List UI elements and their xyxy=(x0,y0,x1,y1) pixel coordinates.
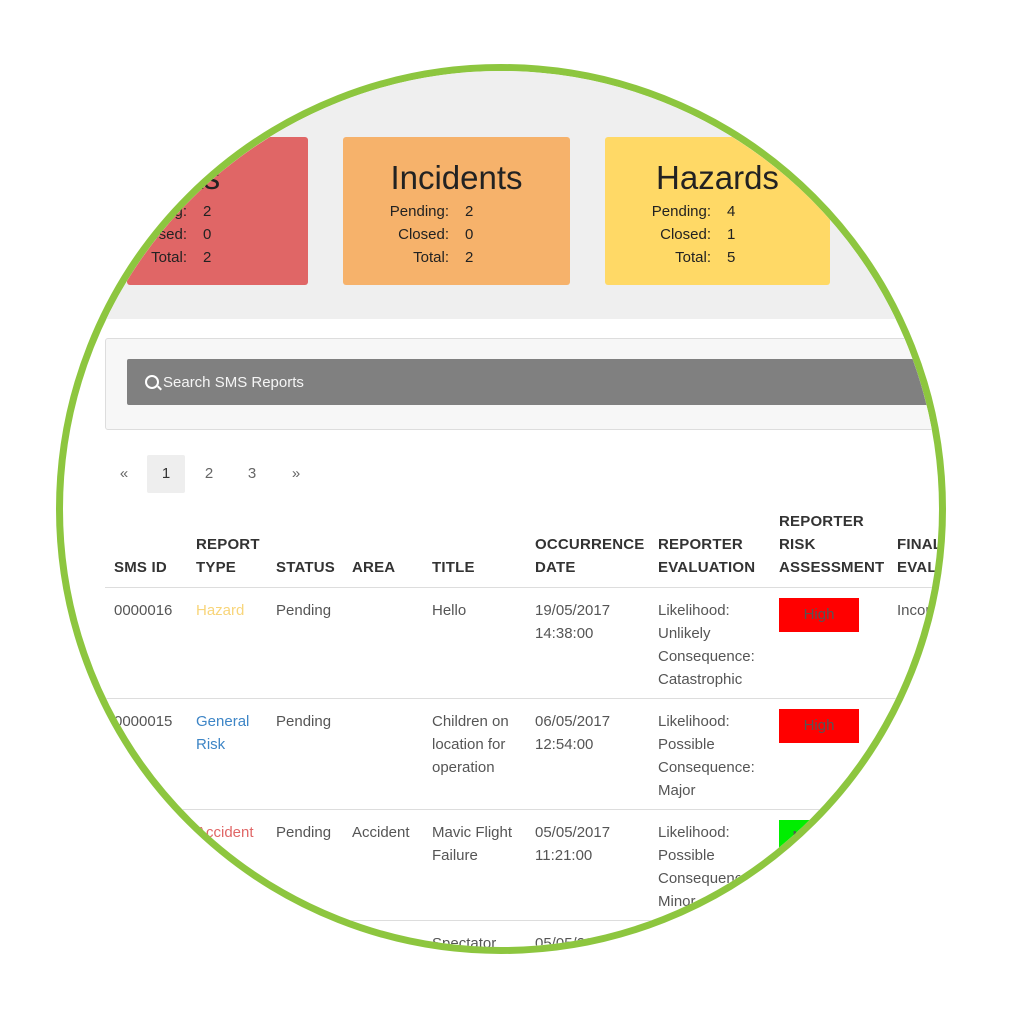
pending-row: Pending: 2 xyxy=(359,203,495,220)
circular-frame: Accidents Pending: 2 Closed: 0 Total: 2 Inc… xyxy=(56,64,946,954)
header-final-evaluation[interactable]: FINALEVALUATION xyxy=(897,536,946,576)
cell-report-type[interactable]: Hazard xyxy=(196,602,245,619)
cell-area: Security xyxy=(337,935,392,952)
card-title: Hazards xyxy=(656,159,779,196)
total-value: 5 xyxy=(727,249,736,266)
closed-row: Closed: 0 xyxy=(97,226,233,243)
header-reporter-evaluation[interactable]: REPORTER EVALUATION xyxy=(658,536,756,576)
closed-label: Closed: xyxy=(398,226,449,243)
incidents-card[interactable]: Incidents Pending: 2 Closed: 0 Total: 2 xyxy=(343,137,570,285)
cell-status: Pending xyxy=(276,824,332,841)
header-status[interactable]: STATUS xyxy=(276,559,335,576)
pagination-page-1[interactable]: 1 xyxy=(147,455,185,493)
cell-evaluation: Likelihood: Possible Consequence: Major xyxy=(658,713,755,799)
risk-badge: Medium xyxy=(779,820,859,854)
header-divider xyxy=(105,587,939,588)
pending-label: Pending: xyxy=(651,203,711,220)
total-label: Total: xyxy=(151,249,187,266)
row-divider xyxy=(105,809,939,810)
accidents-card[interactable]: Accidents Pending: 2 Closed: 0 Total: 2 xyxy=(77,137,308,285)
pending-value: 2 xyxy=(465,203,474,220)
closed-row: Closed: 0 xyxy=(359,226,495,243)
total-label: Total: xyxy=(675,249,711,266)
pending-value: 2 xyxy=(203,203,212,220)
cell-title[interactable]: Mavic Flight Failure xyxy=(432,824,513,864)
cell-title[interactable]: Children on location for operation xyxy=(432,713,509,776)
total-label: Total: xyxy=(413,249,449,266)
cell-date: 05/05/2017 xyxy=(535,935,611,952)
pagination-next[interactable]: » xyxy=(291,465,301,482)
hazards-card[interactable]: Hazards Pending: 4 Closed: 1 Total: 5 xyxy=(605,137,830,285)
pending-label: Pending: xyxy=(389,203,449,220)
closed-label: Closed: xyxy=(136,226,187,243)
cell-evaluation: Likelihood: Possible Consequence: Minor xyxy=(658,824,755,910)
total-value: 2 xyxy=(203,249,212,266)
search-input[interactable] xyxy=(127,359,939,405)
cell-report-type[interactable]: Accident xyxy=(196,824,254,841)
header-area[interactable]: AREA xyxy=(352,559,396,576)
header-sms-id[interactable]: SMS ID xyxy=(114,559,167,576)
search-placeholder: Search SMS Reports xyxy=(163,374,304,391)
cell-title[interactable]: Hello xyxy=(432,602,467,619)
cell-date: 19/05/2017 14:38:00 xyxy=(535,602,611,642)
search-icon xyxy=(145,375,159,389)
pending-label: Pending: xyxy=(127,203,187,220)
cell-status: Pending xyxy=(276,713,332,730)
pending-value: 4 xyxy=(727,203,736,220)
card-title: Incidents xyxy=(390,159,523,196)
pagination-page-2[interactable]: 2 xyxy=(204,465,214,482)
closed-value: 1 xyxy=(727,226,736,243)
header-reporter-risk[interactable]: REPORTER RISK ASSESSMENT xyxy=(779,513,885,576)
cell-evaluation: Likelihood: Unlikely Consequence: Catastrop… xyxy=(658,602,755,688)
total-row: Total: 5 xyxy=(621,249,757,266)
pending-row: Pending: 2 xyxy=(97,203,233,220)
total-row: Total: 2 xyxy=(359,249,495,266)
cell-area: Accident xyxy=(352,824,410,841)
cell-status: Pending xyxy=(276,602,332,619)
app-viewport: Accidents Pending: 2 Closed: 0 Total: 2 Inc… xyxy=(63,71,946,952)
cell-sms-id: 0000015 xyxy=(114,713,173,730)
pending-row: Pending: 4 xyxy=(621,203,757,220)
closed-row: Closed: 1 xyxy=(621,226,757,243)
total-value: 2 xyxy=(465,249,474,266)
header-report-type[interactable]: REPORT TYPE xyxy=(196,536,260,576)
row-divider xyxy=(105,698,939,699)
row-divider xyxy=(105,920,939,921)
risk-badge: High xyxy=(779,709,859,743)
total-row: Total: 2 xyxy=(97,249,233,266)
cell-sms-id: 0000016 xyxy=(114,602,173,619)
closed-value: 0 xyxy=(465,226,474,243)
risk-badge: High xyxy=(779,598,859,632)
header-occurrence-date[interactable]: OCCURRENCE DATE xyxy=(535,536,645,576)
header-title[interactable]: TITLE xyxy=(432,559,475,576)
cell-date: 05/05/2017 11:21:00 xyxy=(535,824,611,864)
closed-value: 0 xyxy=(203,226,212,243)
closed-label: Closed: xyxy=(660,226,711,243)
cell-final-evaluation: Incomplete xyxy=(897,602,946,619)
cell-report-type[interactable]: General Risk xyxy=(196,713,250,753)
cell-final-evaluation: I xyxy=(897,713,902,730)
cell-title[interactable]: Spectator xyxy=(432,935,497,952)
cell-date: 06/05/2017 12:54:00 xyxy=(535,713,611,753)
pagination-page-3[interactable]: 3 xyxy=(247,465,257,482)
pagination-prev[interactable]: « xyxy=(119,465,129,482)
card-title: Accidents xyxy=(77,159,221,196)
